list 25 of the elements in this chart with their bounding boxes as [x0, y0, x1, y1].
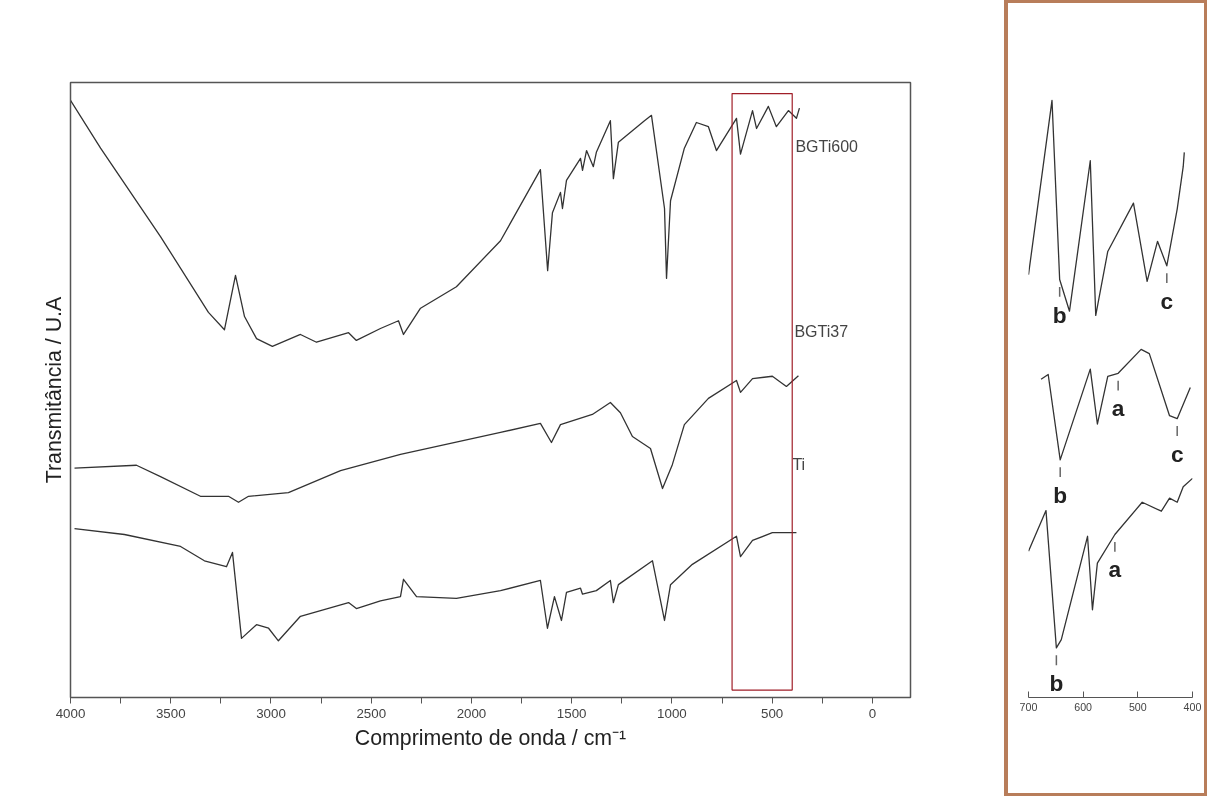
annotation: c — [1160, 287, 1174, 314]
x-tick-label: 3500 — [155, 705, 186, 721]
text: Ti — [792, 455, 806, 473]
x-tick-label: 1000 — [657, 705, 687, 721]
annotation: b — [1049, 669, 1064, 696]
annotation: b — [1053, 481, 1068, 508]
series-label: BGTi600 — [795, 138, 859, 156]
x-tick-label: 1500 — [556, 705, 587, 721]
x-tick-label: 2500 — [356, 705, 387, 721]
x-tick-label: 0 — [868, 705, 877, 721]
text: BGTi37 — [794, 322, 849, 340]
x-tick-label: 400 — [1183, 700, 1202, 713]
y-axis-title: Transmitância / U.A — [41, 295, 66, 484]
x-tick-label: 500 — [761, 705, 784, 721]
annotation: a — [1111, 395, 1125, 422]
x-tick-label: 500 — [1128, 700, 1147, 713]
x-tick-label: 600 — [1074, 700, 1093, 713]
x-tick-label: 3000 — [256, 705, 286, 721]
x-tick-label: 2000 — [456, 705, 487, 721]
x-tick-label: 4000 — [55, 705, 86, 721]
annotation: c — [1170, 440, 1184, 467]
annotation: b — [1052, 301, 1067, 328]
x-axis-title: Comprimento de onda / cm⁻¹ — [354, 725, 627, 750]
x-tick-label: 700 — [1019, 700, 1038, 713]
annotation: a — [1108, 556, 1122, 583]
